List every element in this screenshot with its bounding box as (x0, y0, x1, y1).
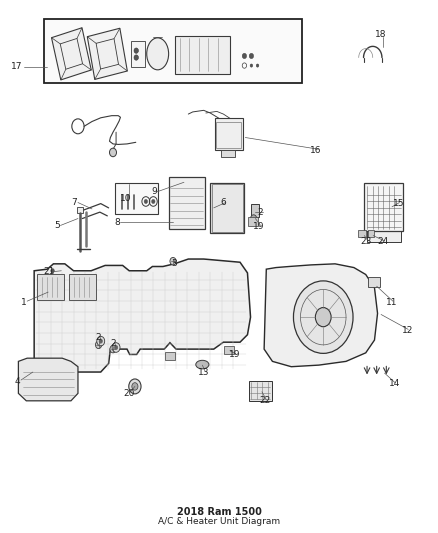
Text: 23: 23 (360, 238, 372, 246)
Circle shape (144, 199, 148, 204)
Text: 16: 16 (310, 146, 321, 155)
Circle shape (152, 199, 155, 204)
Bar (212, 184, 243, 232)
Circle shape (250, 64, 253, 67)
Text: 2: 2 (111, 340, 116, 348)
Bar (131, 41, 145, 67)
Ellipse shape (196, 360, 209, 369)
Bar (216, 122, 241, 148)
Text: 5: 5 (54, 221, 60, 230)
Bar (358, 230, 366, 237)
Bar (169, 177, 205, 229)
Ellipse shape (147, 38, 169, 70)
Text: 2018 Ram 1500: 2018 Ram 1500 (177, 507, 261, 516)
Circle shape (114, 345, 118, 350)
Circle shape (132, 383, 138, 390)
Bar (77, 207, 83, 213)
Bar (215, 118, 243, 150)
Circle shape (95, 341, 102, 349)
Circle shape (242, 53, 247, 59)
Polygon shape (264, 264, 378, 367)
Text: 24: 24 (378, 238, 389, 246)
Circle shape (110, 148, 117, 157)
Bar (44, 19, 302, 83)
Text: 13: 13 (198, 368, 209, 376)
Text: 19: 19 (229, 350, 240, 359)
Text: 9: 9 (151, 188, 157, 196)
Text: 21: 21 (43, 268, 55, 276)
Polygon shape (34, 259, 251, 372)
Bar (368, 230, 374, 237)
Text: 14: 14 (389, 379, 400, 388)
Text: 1: 1 (21, 298, 27, 306)
Text: 2: 2 (258, 208, 263, 216)
Text: 2: 2 (95, 333, 100, 342)
Bar (251, 204, 259, 217)
Bar (248, 217, 258, 226)
Circle shape (170, 257, 176, 265)
Circle shape (251, 215, 257, 222)
Bar (210, 183, 244, 233)
Bar (221, 150, 235, 157)
Text: 18: 18 (375, 30, 387, 39)
Text: 7: 7 (71, 198, 78, 207)
Bar (364, 183, 403, 231)
Text: 10: 10 (120, 194, 132, 203)
Text: 4: 4 (15, 377, 20, 385)
Text: 11: 11 (386, 298, 398, 306)
Circle shape (256, 64, 259, 67)
Text: 8: 8 (114, 218, 120, 227)
Text: A/C & Heater Unit Diagram: A/C & Heater Unit Diagram (158, 517, 280, 526)
Text: 22: 22 (259, 397, 271, 405)
Text: 12: 12 (402, 326, 413, 335)
Bar (368, 277, 380, 287)
Polygon shape (52, 28, 91, 80)
Circle shape (51, 269, 54, 273)
Polygon shape (18, 358, 78, 401)
Bar (249, 381, 272, 401)
Polygon shape (87, 28, 127, 79)
Text: 3: 3 (171, 259, 177, 268)
Bar (165, 352, 175, 360)
Circle shape (134, 48, 138, 53)
Bar (37, 274, 64, 300)
Bar (115, 183, 158, 214)
Circle shape (249, 53, 254, 59)
Text: 17: 17 (11, 62, 22, 71)
Bar (69, 274, 96, 300)
Circle shape (134, 55, 138, 60)
Text: 15: 15 (393, 199, 404, 208)
Bar (367, 230, 401, 242)
Text: 20: 20 (124, 389, 135, 398)
Bar (175, 36, 230, 74)
Circle shape (112, 343, 120, 352)
Circle shape (315, 308, 331, 327)
Circle shape (97, 336, 105, 346)
Text: 6: 6 (220, 198, 226, 207)
Circle shape (110, 345, 116, 353)
Text: 19: 19 (253, 222, 264, 231)
Circle shape (99, 339, 102, 343)
Circle shape (293, 281, 353, 353)
Bar (224, 346, 234, 354)
Circle shape (129, 379, 141, 394)
